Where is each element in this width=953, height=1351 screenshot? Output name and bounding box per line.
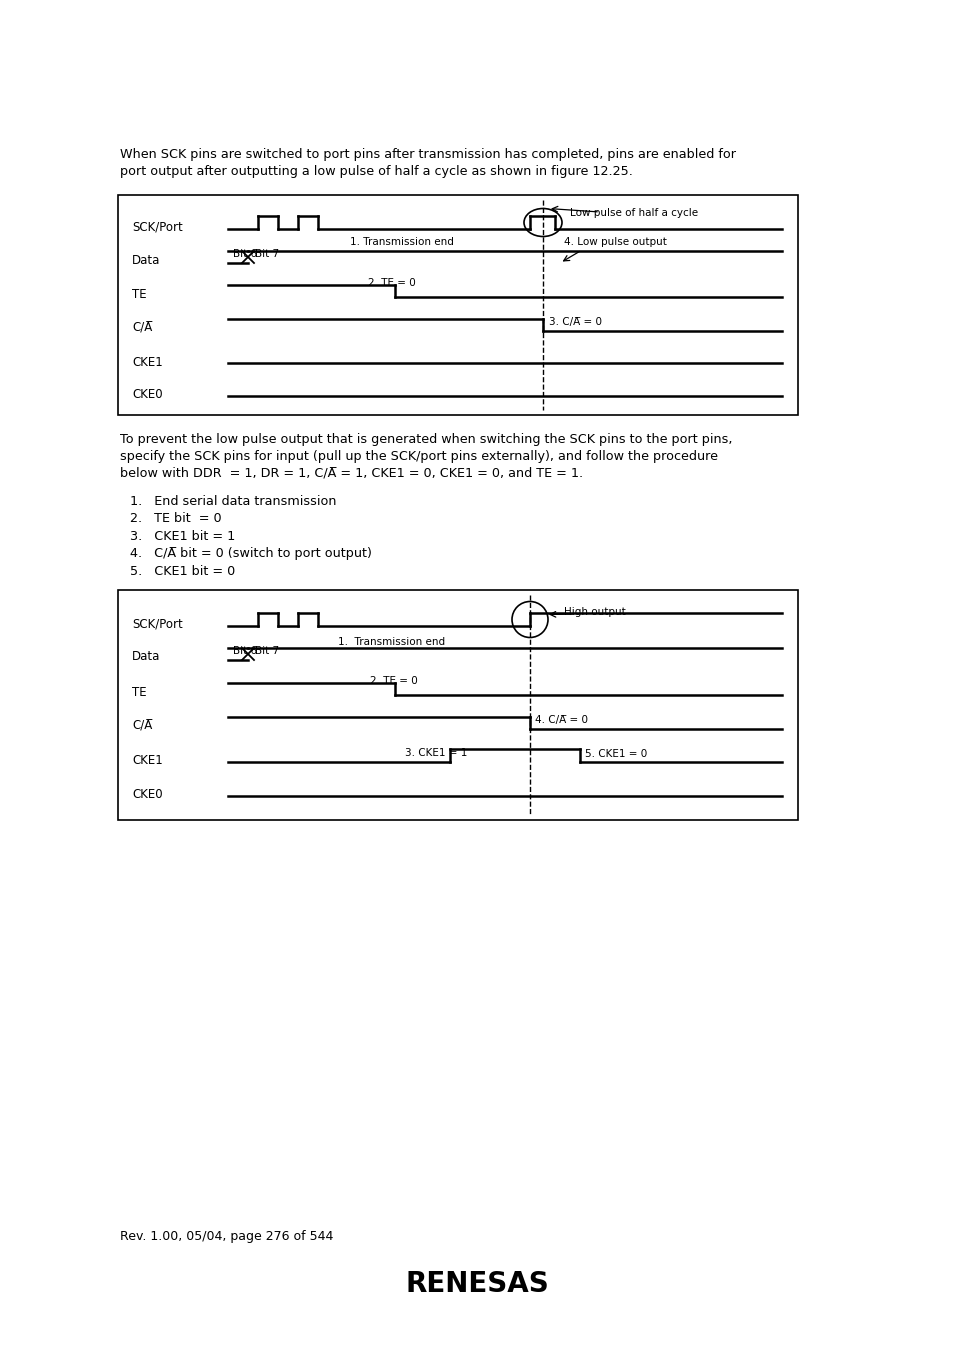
Text: Low pulse of half a cycle: Low pulse of half a cycle xyxy=(569,208,698,218)
Text: TE: TE xyxy=(132,288,147,300)
Bar xyxy=(118,590,797,820)
Text: 3.   CKE1 bit = 1: 3. CKE1 bit = 1 xyxy=(130,530,235,543)
Text: Bit 6: Bit 6 xyxy=(233,249,257,259)
Text: SCK/Port: SCK/Port xyxy=(132,617,183,631)
Text: 5. CKE1 = 0: 5. CKE1 = 0 xyxy=(584,748,646,759)
Bar xyxy=(118,195,797,415)
Text: 3. CKE1 = 1: 3. CKE1 = 1 xyxy=(405,748,467,758)
Text: CKE0: CKE0 xyxy=(132,789,162,801)
Text: 1.   End serial data transmission: 1. End serial data transmission xyxy=(130,494,336,508)
Text: 1.  Transmission end: 1. Transmission end xyxy=(337,638,445,647)
Text: 2. TE = 0: 2. TE = 0 xyxy=(370,676,417,686)
Text: High output: High output xyxy=(563,607,625,617)
Text: To prevent the low pulse output that is generated when switching the SCK pins to: To prevent the low pulse output that is … xyxy=(120,434,732,446)
Text: Rev. 1.00, 05/04, page 276 of 544: Rev. 1.00, 05/04, page 276 of 544 xyxy=(120,1229,333,1243)
Text: C/A̅: C/A̅ xyxy=(132,322,152,335)
Text: RENESAS: RENESAS xyxy=(405,1270,548,1298)
Text: 5.   CKE1 bit = 0: 5. CKE1 bit = 0 xyxy=(130,565,235,578)
Text: 4.   C/A̅ bit = 0 (switch to port output): 4. C/A̅ bit = 0 (switch to port output) xyxy=(130,547,372,561)
Text: 4. Low pulse output: 4. Low pulse output xyxy=(563,236,666,247)
Text: below with DDR  = 1, DR = 1, C/A̅ = 1, CKE1 = 0, CKE1 = 0, and TE = 1.: below with DDR = 1, DR = 1, C/A̅ = 1, CK… xyxy=(120,467,582,480)
Text: SCK/Port: SCK/Port xyxy=(132,220,183,234)
Text: CKE1: CKE1 xyxy=(132,754,163,766)
Text: When SCK pins are switched to port pins after transmission has completed, pins a: When SCK pins are switched to port pins … xyxy=(120,149,735,161)
Text: 3. C/A̅ = 0: 3. C/A̅ = 0 xyxy=(548,317,601,327)
Text: C/A̅: C/A̅ xyxy=(132,720,152,732)
Text: CKE1: CKE1 xyxy=(132,355,163,369)
Text: 2.   TE bit  = 0: 2. TE bit = 0 xyxy=(130,512,221,526)
Text: specify the SCK pins for input (pull up the SCK/port pins externally), and follo: specify the SCK pins for input (pull up … xyxy=(120,450,718,463)
Text: Data: Data xyxy=(132,650,160,663)
Text: Bit 7: Bit 7 xyxy=(254,249,279,259)
Text: Data: Data xyxy=(132,254,160,266)
Text: Bit 6: Bit 6 xyxy=(233,646,257,657)
Text: port output after outputting a low pulse of half a cycle as shown in figure 12.2: port output after outputting a low pulse… xyxy=(120,165,632,178)
Text: TE: TE xyxy=(132,685,147,698)
Text: Bit 7: Bit 7 xyxy=(254,646,279,657)
Text: CKE0: CKE0 xyxy=(132,389,162,401)
Text: 4. C/A̅ = 0: 4. C/A̅ = 0 xyxy=(535,715,587,725)
Text: 1. Transmission end: 1. Transmission end xyxy=(350,236,454,247)
Text: 2. TE = 0: 2. TE = 0 xyxy=(368,278,416,288)
